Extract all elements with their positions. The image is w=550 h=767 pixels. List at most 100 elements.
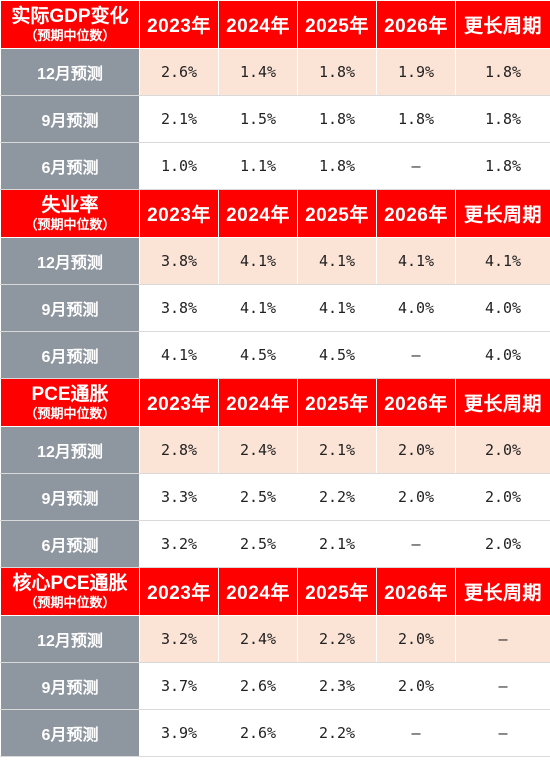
metric-subtitle: （预期中位数） [24,405,116,421]
value-cell: 2.5% [218,520,298,568]
value-cell: 2.0% [376,473,456,521]
row-label: 9月预测 [0,95,140,143]
table-row: 9月预测 3.3% 2.5% 2.2% 2.0% 2.0% [0,473,550,521]
column-header-2025: 2025年 [297,378,377,427]
column-header-2026: 2026年 [376,378,456,427]
value-cell: 1.0% [139,142,219,190]
value-cell: 2.1% [297,426,377,474]
value-cell: 4.1% [139,331,219,379]
column-header-2026: 2026年 [376,0,456,49]
value-cell: 2.2% [297,709,377,757]
row-label: 9月预测 [0,473,140,521]
row-label: 12月预测 [0,48,140,96]
value-cell: 1.8% [297,48,377,96]
column-header-2024: 2024年 [218,567,298,616]
value-cell: 2.0% [455,473,550,521]
value-cell: 2.5% [218,473,298,521]
value-cell: 4.1% [218,237,298,285]
table-row: 9月预测 3.7% 2.6% 2.3% 2.0% — [0,662,550,710]
table-row: 12月预测 3.8% 4.1% 4.1% 4.1% 4.1% [0,237,550,285]
value-cell: 1.9% [376,48,456,96]
row-label: 6月预测 [0,709,140,757]
value-cell: 1.8% [455,142,550,190]
value-cell: 2.2% [297,473,377,521]
row-label: 12月预测 [0,237,140,285]
row-label: 12月预测 [0,615,140,663]
column-header-2023: 2023年 [139,567,219,616]
metric-subtitle: （预期中位数） [24,216,116,232]
value-cell: 1.8% [297,95,377,143]
value-cell: 4.1% [376,237,456,285]
value-cell: 2.0% [376,615,456,663]
value-cell: 1.4% [218,48,298,96]
metric-title: 核心PCE通胀 [12,572,128,594]
value-cell: — [376,142,456,190]
value-cell: 1.5% [218,95,298,143]
value-cell: 4.1% [297,284,377,332]
value-cell: — [376,331,456,379]
value-cell: 2.3% [297,662,377,710]
value-cell: 2.4% [218,426,298,474]
section-header-pce: PCE通胀 （预期中位数） 2023年 2024年 2025年 2026年 更长… [0,378,550,427]
section-header-gdp: 实际GDP变化 （预期中位数） 2023年 2024年 2025年 2026年 … [0,0,550,49]
column-header-2025: 2025年 [297,567,377,616]
metric-title-cell: 失业率 （预期中位数） [0,189,140,238]
value-cell: 4.1% [218,284,298,332]
row-label: 12月预测 [0,426,140,474]
table-row: 12月预测 3.2% 2.4% 2.2% 2.0% — [0,615,550,663]
column-header-longer-run: 更长周期 [455,567,550,616]
table-row: 6月预测 3.9% 2.6% 2.2% — — [0,709,550,757]
value-cell: 4.1% [297,237,377,285]
value-cell: 2.0% [376,662,456,710]
metric-title: 实际GDP变化 [11,5,129,27]
value-cell: 4.0% [376,284,456,332]
metric-subtitle: （预期中位数） [24,27,116,43]
column-header-2024: 2024年 [218,378,298,427]
metric-title: PCE通胀 [31,383,109,405]
column-header-2025: 2025年 [297,189,377,238]
value-cell: 2.6% [218,662,298,710]
row-label: 9月预测 [0,284,140,332]
value-cell: — [376,709,456,757]
value-cell: 1.8% [455,95,550,143]
value-cell: 4.0% [455,284,550,332]
value-cell: 2.1% [139,95,219,143]
table-row: 6月预测 4.1% 4.5% 4.5% — 4.0% [0,331,550,379]
row-label: 6月预测 [0,331,140,379]
row-label: 6月预测 [0,142,140,190]
value-cell: 3.8% [139,237,219,285]
column-header-2024: 2024年 [218,189,298,238]
table-row: 9月预测 2.1% 1.5% 1.8% 1.8% 1.8% [0,95,550,143]
value-cell: 4.1% [455,237,550,285]
column-header-2025: 2025年 [297,0,377,49]
section-header-core-pce: 核心PCE通胀 （预期中位数） 2023年 2024年 2025年 2026年 … [0,567,550,616]
value-cell: 2.6% [139,48,219,96]
value-cell: 3.3% [139,473,219,521]
metric-title-cell: 实际GDP变化 （预期中位数） [0,0,140,49]
table-row: 6月预测 1.0% 1.1% 1.8% — 1.8% [0,142,550,190]
value-cell: — [455,709,550,757]
column-header-2026: 2026年 [376,189,456,238]
value-cell: 2.4% [218,615,298,663]
row-label: 6月预测 [0,520,140,568]
value-cell: 2.6% [218,709,298,757]
value-cell: 2.2% [297,615,377,663]
metric-title: 失业率 [41,194,99,216]
value-cell: — [455,662,550,710]
column-header-2023: 2023年 [139,378,219,427]
table-row: 6月预测 3.2% 2.5% 2.1% — 2.0% [0,520,550,568]
metric-title-cell: PCE通胀 （预期中位数） [0,378,140,427]
table-row: 12月预测 2.6% 1.4% 1.8% 1.9% 1.8% [0,48,550,96]
value-cell: 3.2% [139,520,219,568]
section-header-unemployment: 失业率 （预期中位数） 2023年 2024年 2025年 2026年 更长周期 [0,189,550,238]
column-header-2026: 2026年 [376,567,456,616]
column-header-longer-run: 更长周期 [455,378,550,427]
column-header-2024: 2024年 [218,0,298,49]
value-cell: 4.5% [297,331,377,379]
metric-subtitle: （预期中位数） [24,594,116,610]
column-header-longer-run: 更长周期 [455,0,550,49]
value-cell: 4.0% [455,331,550,379]
value-cell: 4.5% [218,331,298,379]
